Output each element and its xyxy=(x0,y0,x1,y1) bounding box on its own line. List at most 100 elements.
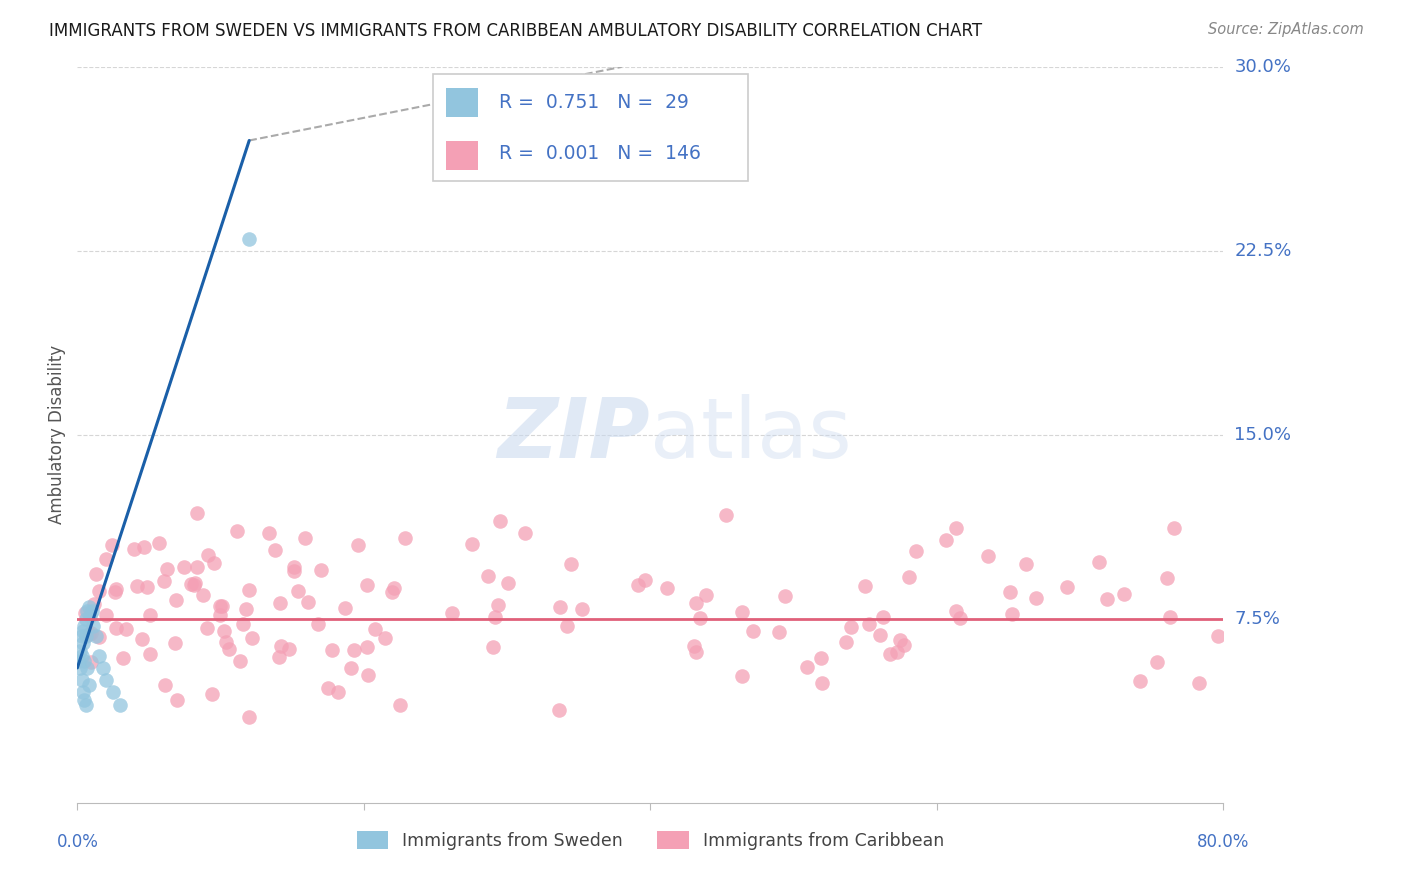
Point xyxy=(513,525,536,540)
Point xyxy=(110,698,132,712)
Point xyxy=(270,640,292,654)
Point xyxy=(1001,607,1024,622)
Point xyxy=(127,579,149,593)
Point xyxy=(714,508,737,523)
Point xyxy=(101,538,124,552)
Point xyxy=(72,624,94,639)
Y-axis label: Ambulatory Disability: Ambulatory Disability xyxy=(48,345,66,524)
Point xyxy=(627,578,650,592)
Point xyxy=(152,574,174,588)
Point xyxy=(183,578,205,592)
Text: IMMIGRANTS FROM SWEDEN VS IMMIGRANTS FROM CARIBBEAN AMBULATORY DISABILITY CORREL: IMMIGRANTS FROM SWEDEN VS IMMIGRANTS FRO… xyxy=(49,22,983,40)
Point xyxy=(70,629,93,643)
Point xyxy=(731,668,754,682)
Point xyxy=(136,580,159,594)
Point xyxy=(689,611,711,625)
Point xyxy=(232,617,254,632)
Point xyxy=(191,588,214,602)
Point xyxy=(321,643,343,657)
Point xyxy=(356,577,378,591)
Point xyxy=(73,692,96,706)
Point xyxy=(374,631,396,645)
FancyBboxPatch shape xyxy=(446,141,478,170)
Point xyxy=(548,600,571,615)
Point xyxy=(1056,580,1078,594)
Point xyxy=(148,535,170,549)
Text: 15.0%: 15.0% xyxy=(1234,425,1291,444)
Point xyxy=(382,581,405,595)
Point xyxy=(381,585,404,599)
Point xyxy=(76,605,98,619)
Point xyxy=(84,567,107,582)
Point xyxy=(153,678,176,692)
Point xyxy=(180,577,202,591)
Point xyxy=(87,630,110,644)
Point xyxy=(70,648,93,663)
Point xyxy=(1156,571,1178,585)
Point xyxy=(879,648,901,662)
Point xyxy=(998,585,1021,599)
Point xyxy=(1206,629,1229,643)
Point xyxy=(269,650,291,665)
Point xyxy=(67,653,90,667)
Text: R =  0.001   N =  146: R = 0.001 N = 146 xyxy=(499,144,702,162)
Text: ZIP: ZIP xyxy=(498,394,651,475)
Point xyxy=(73,619,96,633)
Point xyxy=(356,640,378,654)
Point xyxy=(75,606,97,620)
FancyBboxPatch shape xyxy=(446,88,478,117)
Point xyxy=(945,604,967,618)
Point xyxy=(80,626,103,640)
Point xyxy=(388,698,411,712)
Text: Source: ZipAtlas.com: Source: ZipAtlas.com xyxy=(1208,22,1364,37)
Point xyxy=(571,601,593,615)
Point xyxy=(742,624,765,638)
Point xyxy=(163,636,186,650)
Point xyxy=(886,645,908,659)
Point xyxy=(111,651,134,665)
Point xyxy=(889,633,911,648)
Point xyxy=(72,685,94,699)
Point xyxy=(335,601,357,615)
Point xyxy=(949,611,972,625)
Point xyxy=(202,556,225,570)
Point xyxy=(685,596,707,610)
Point xyxy=(287,583,309,598)
Point xyxy=(211,599,233,613)
Point xyxy=(132,540,155,554)
Point xyxy=(269,596,291,610)
Point xyxy=(364,622,387,636)
Point xyxy=(773,589,796,603)
Point xyxy=(482,640,505,654)
Point xyxy=(1146,656,1168,670)
Point xyxy=(548,703,571,717)
Point xyxy=(186,560,208,574)
Point xyxy=(76,661,98,675)
Point xyxy=(488,598,510,612)
Point xyxy=(75,629,97,643)
Point xyxy=(441,607,464,621)
Point xyxy=(214,624,236,638)
Text: atlas: atlas xyxy=(651,394,852,475)
Point xyxy=(555,619,578,633)
Point xyxy=(83,597,105,611)
Point xyxy=(229,654,252,668)
Point xyxy=(69,644,91,658)
Point xyxy=(346,538,368,552)
Point xyxy=(811,676,834,690)
Point xyxy=(156,561,179,575)
Point xyxy=(685,645,707,659)
Point xyxy=(165,593,187,607)
Point xyxy=(1163,521,1185,535)
Point xyxy=(105,582,128,596)
Point xyxy=(904,544,927,558)
Point xyxy=(484,610,506,624)
Point xyxy=(683,639,706,653)
Text: 30.0%: 30.0% xyxy=(1234,58,1291,76)
Point xyxy=(101,685,124,699)
Text: 0.0%: 0.0% xyxy=(56,833,98,851)
Point xyxy=(238,582,260,597)
Point xyxy=(976,549,998,563)
Point xyxy=(655,581,678,595)
Point xyxy=(357,668,380,682)
